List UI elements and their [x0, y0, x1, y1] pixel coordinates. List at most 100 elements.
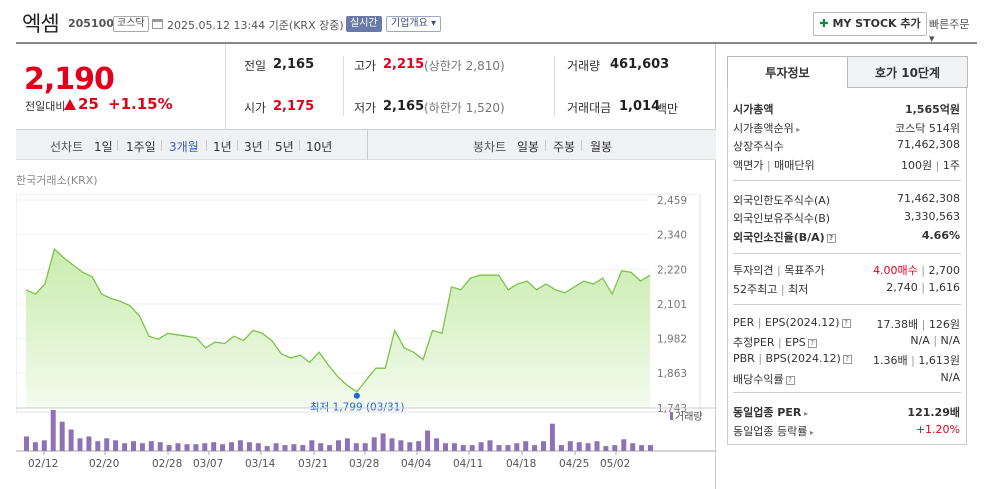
info-separator — [733, 304, 961, 305]
period-1d[interactable]: 1일 — [94, 140, 113, 154]
info-label: 상장주식수 — [733, 138, 784, 154]
info-label2-text: BPS(2024.12) — [765, 352, 841, 365]
volume-bar — [131, 441, 136, 451]
info-label: PER | EPS(2024.12)? — [733, 316, 851, 329]
volume-bar — [425, 430, 431, 451]
tab-orderbook[interactable]: 호가 10단계 — [847, 56, 968, 88]
line-chart-label: 선차트 — [50, 140, 84, 154]
mystock-label: MY STOCK 추가 — [832, 17, 921, 30]
info-label: 추정PER | EPS? — [733, 334, 817, 350]
investment-info-panel: 투자정보 호가 10단계 시가총액 1,565억원 시가총액순위 ▸ 코스닥 514위… — [727, 56, 968, 445]
y-tick-label: 1,743 — [657, 403, 687, 415]
info-value-text: 3,330,563 — [904, 210, 960, 223]
volume-bar — [148, 441, 154, 451]
volume-bar — [229, 442, 234, 451]
info-value: 100원 | 1주 — [901, 157, 960, 173]
info-value-text: 2,740 — [886, 281, 918, 294]
help-icon[interactable]: ? — [841, 318, 851, 328]
volume-bar — [443, 443, 448, 451]
price-chart[interactable]: 최고 2,355 (02/18)최저 1,799 (03/31) 2,4592,… — [16, 194, 716, 489]
volume-bar — [32, 442, 38, 451]
volume-legend-swatch — [670, 412, 673, 420]
volume-bar — [336, 440, 341, 451]
x-tick-label: 04/25 — [559, 458, 589, 470]
volume-bar — [86, 436, 92, 451]
candle-monthly[interactable]: 월봉 — [590, 140, 613, 154]
divider: | — [907, 354, 919, 367]
chevron-right-icon: ▸ — [801, 409, 809, 418]
chart-frame — [16, 194, 701, 413]
period-3m[interactable]: 3개월 — [169, 140, 199, 154]
info-value-text: 코스닥 514위 — [895, 122, 960, 135]
info-label[interactable]: 동일업종 등락률 ▸ — [733, 423, 814, 439]
volume-bar — [532, 445, 538, 451]
period-5y[interactable]: 5년 — [275, 140, 294, 154]
prev-close-label: 전일 — [244, 59, 267, 73]
volume-bar — [139, 443, 145, 451]
volume-bar — [193, 444, 199, 451]
volume-bar — [371, 437, 377, 451]
period-10y[interactable]: 10년 — [306, 140, 333, 154]
info-value2-text: 1,613원 — [918, 354, 960, 367]
info-label[interactable]: 동일업종 PER ▸ — [733, 404, 808, 420]
info-value: N/A — [941, 371, 960, 384]
volume-bar — [327, 445, 333, 451]
info-value: 17.38배 | 126원 — [877, 316, 960, 332]
open-label: 시가 — [244, 101, 267, 115]
volume-bar — [157, 442, 163, 451]
price-chart-panel: 2,190 전일대비 25 +1.15% 전일 2,165 고가 2,215 (… — [16, 44, 716, 489]
price-line — [25, 247, 651, 393]
volume-bar — [460, 445, 466, 451]
info-value-text: 71,462,308 — [897, 192, 960, 205]
y-tick-label: 2,340 — [657, 230, 687, 242]
quick-order-menu[interactable]: 빠른주문 ▾ — [929, 16, 977, 45]
info-label-text: 배당수익률 — [733, 373, 784, 386]
help-icon[interactable]: ? — [785, 375, 795, 385]
info-label[interactable]: 시가총액순위 ▸ — [733, 120, 800, 136]
volume-bar — [380, 433, 386, 451]
info-value-text: 4.00매수 — [873, 264, 918, 277]
info-label: 52주최고 | 최저 — [733, 281, 808, 297]
info-value-text: 1,565억원 — [904, 103, 960, 116]
candle-chart-label: 봉차트 — [473, 140, 507, 154]
company-info-dropdown[interactable]: 기업개요 ▾ — [386, 16, 442, 32]
info-value: 1.36배 | 1,613원 — [873, 352, 960, 368]
change-label: 전일대비 — [25, 100, 66, 113]
x-tick-label: 04/11 — [453, 458, 483, 470]
info-label: 액면가 | 매매단위 — [733, 157, 815, 173]
info-value-text: 1.36배 — [873, 354, 908, 367]
candle-weekly[interactable]: 주봉 — [553, 140, 576, 154]
info-value-text: 100원 — [901, 159, 933, 172]
info-label-text: 상장주식수 — [733, 140, 784, 153]
volume-bar — [104, 438, 110, 451]
upper-limit: (상한가 2,810) — [424, 59, 505, 73]
candle-daily[interactable]: 일봉 — [517, 140, 540, 154]
help-icon[interactable]: ? — [826, 233, 836, 243]
volume-bar — [113, 440, 119, 451]
volume-bar — [211, 442, 217, 451]
chevron-right-icon: ▸ — [807, 428, 814, 437]
period-3y[interactable]: 3년 — [244, 140, 263, 154]
help-icon[interactable]: ? — [842, 354, 852, 364]
y-tick-label: 2,101 — [657, 299, 687, 311]
volume-bar — [237, 440, 243, 451]
stock-name: 엑셈 — [22, 12, 60, 36]
volume-bar — [549, 423, 555, 451]
volume-bar — [344, 438, 350, 451]
volume-bar — [585, 443, 591, 451]
help-icon[interactable]: ? — [807, 338, 817, 348]
tab-investment-info[interactable]: 투자정보 — [727, 56, 847, 88]
divider: | — [917, 264, 929, 277]
period-1w[interactable]: 1주일 — [126, 140, 156, 154]
mystock-add-button[interactable]: ✚ MY STOCK 추가 — [813, 12, 927, 36]
volume-bar — [318, 443, 324, 451]
realtime-badge[interactable]: 실시간 — [346, 16, 382, 32]
volume-bar — [541, 441, 546, 451]
period-1y[interactable]: 1년 — [213, 140, 232, 154]
volume-bar — [353, 443, 359, 451]
info-value: 2,740 | 1,616 — [886, 281, 960, 294]
volume-bar — [202, 443, 208, 451]
info-value: 71,462,308 — [897, 138, 960, 151]
stock-header: 엑셈 205100 코스닥 2025.05.12 13:44 기준(KRX 장중… — [16, 0, 977, 45]
high-label: 고가 — [354, 59, 377, 73]
